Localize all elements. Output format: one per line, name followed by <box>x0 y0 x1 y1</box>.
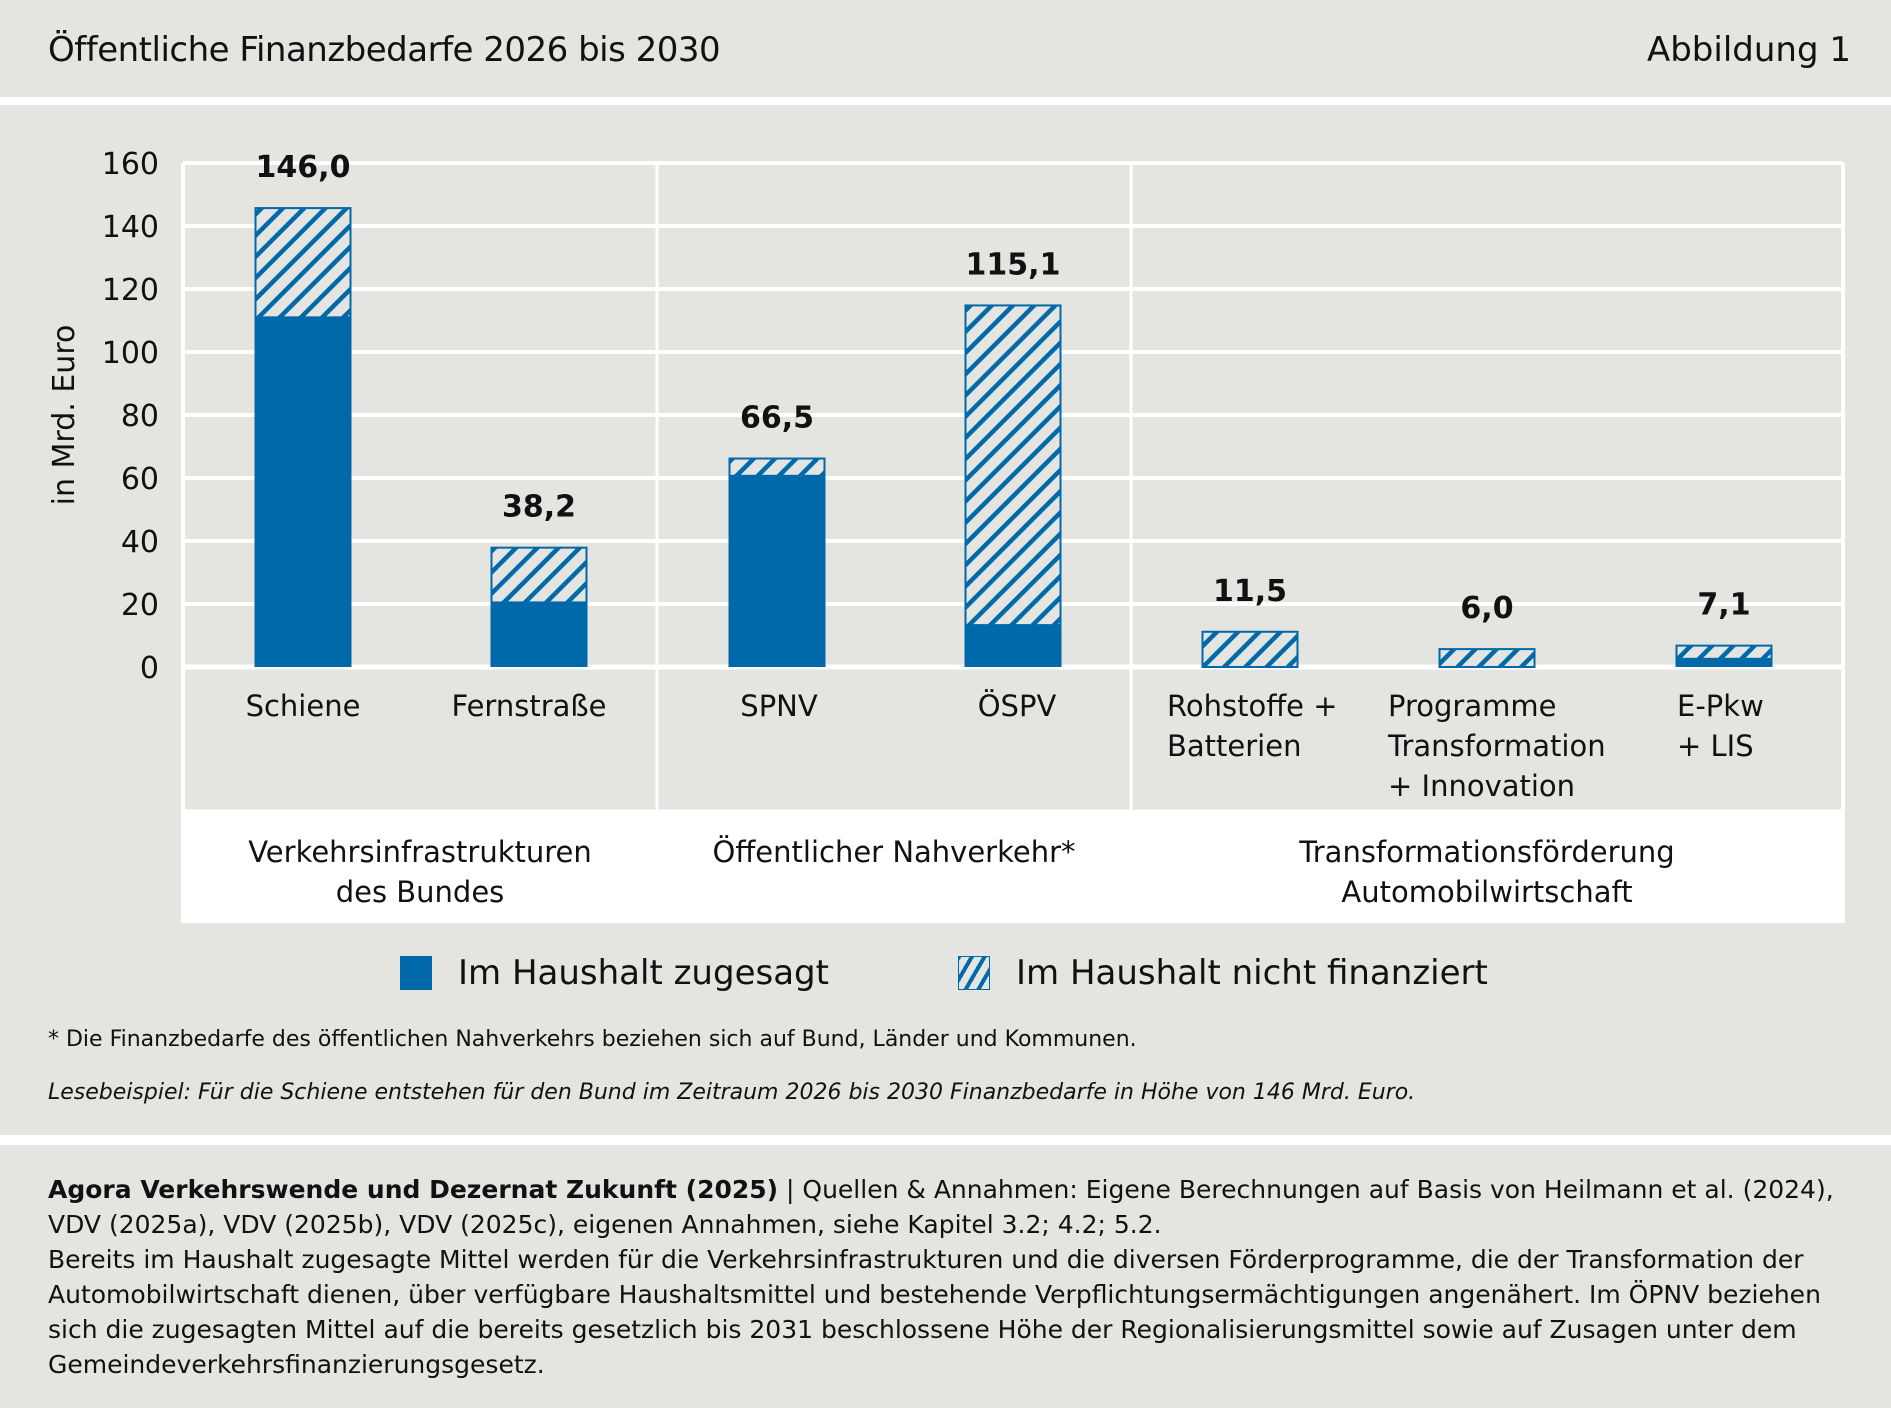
bar-segment-unfunded <box>490 546 588 604</box>
chart-title: Öffentliche Finanzbedarfe 2026 bis 2030 <box>48 30 721 70</box>
category-label: + LIS <box>1677 729 1754 763</box>
value-label: 66,5 <box>740 401 814 436</box>
legend-swatch-hatched <box>958 956 990 990</box>
y-tick-label: 140 <box>102 210 159 245</box>
source-explanation: Bereits im Haushalt zugesagte Mittel wer… <box>48 1245 1821 1379</box>
bar-chart: 0 20 40 60 80 100 120 140 160 in Mrd. Euro 146,0… <box>47 147 1845 923</box>
bar-segment-unfunded <box>1438 648 1536 668</box>
figure-label: Abbildung 1 <box>1646 30 1851 70</box>
value-label: 115,1 <box>966 247 1061 282</box>
value-label: 6,0 <box>1460 591 1513 626</box>
value-labels: 146,0 38,2 66,5 115,1 11,5 6,0 7,1 <box>256 150 1751 626</box>
y-tick-label: 160 <box>102 147 159 182</box>
bar-segment-committed <box>964 625 1062 667</box>
value-label: 11,5 <box>1213 574 1287 609</box>
source-footer <box>0 1145 1891 1408</box>
bars <box>254 207 1773 669</box>
value-label: 146,0 <box>256 150 351 185</box>
legend-item-unfunded: Im Haushalt nicht finanziert <box>958 953 1488 993</box>
bar-segment-unfunded <box>1675 644 1773 660</box>
category-label: Rohstoffe + <box>1167 689 1338 723</box>
source-text: Agora Verkehrswende und Dezernat Zukunft… <box>48 1172 1858 1382</box>
category-label: Programme <box>1388 689 1556 723</box>
y-tick-label: 20 <box>121 588 159 623</box>
bar-segment-committed <box>490 602 588 667</box>
y-tick-label: 60 <box>121 462 159 497</box>
category-label: SPNV <box>740 689 818 723</box>
legend-label: Im Haushalt zugesagt <box>458 953 829 993</box>
category-label: Schiene <box>246 689 361 723</box>
bar-segment-unfunded <box>728 457 826 477</box>
legend-item-committed: Im Haushalt zugesagt <box>400 953 829 993</box>
y-tick-label: 120 <box>102 273 159 308</box>
y-tick-label: 0 <box>140 651 159 686</box>
value-label: 7,1 <box>1697 588 1750 623</box>
y-tick-label: 40 <box>121 525 159 560</box>
y-axis-title: in Mrd. Euro <box>47 325 82 506</box>
group-label: Verkehrsinfrastrukturen <box>248 835 592 869</box>
footnote: * Die Finanzbedarfe des öffentlichen Nah… <box>48 1027 1137 1052</box>
category-labels: Schiene Fernstraße SPNV ÖSPV Rohstoffe + Batt… <box>246 689 1764 803</box>
group-label: des Bundes <box>336 875 505 909</box>
bar-segment-committed <box>254 317 352 667</box>
y-tick-label: 100 <box>102 336 159 371</box>
category-label: Transformation <box>1387 729 1606 763</box>
category-label: Fernstraße <box>451 689 606 723</box>
source-references: Quellen & Annahmen: Eigene Berechnungen … <box>48 1175 1834 1239</box>
bar-segment-unfunded <box>964 304 1062 627</box>
group-label-band <box>183 811 1843 923</box>
legend-label: Im Haushalt nicht finanziert <box>1016 953 1488 993</box>
y-axis-ticks: 0 20 40 60 80 100 120 140 160 <box>102 147 159 686</box>
reading-example: Lesebeispiel: Für die Schiene entstehen … <box>48 1080 1416 1105</box>
bar-segment-unfunded <box>254 207 352 319</box>
group-label: Öffentlicher Nahverkehr* <box>713 835 1076 869</box>
value-label: 38,2 <box>502 490 576 525</box>
group-label: Transformationsförderung <box>1298 835 1674 869</box>
bar-segment-unfunded <box>1201 630 1299 669</box>
bar-segment-committed <box>1675 658 1773 667</box>
legend-swatch-solid <box>400 956 432 990</box>
header-bar: Öffentliche Finanzbedarfe 2026 bis 2030 … <box>0 0 1891 97</box>
group-label: Automobilwirtschaft <box>1341 875 1632 909</box>
category-label: ÖSPV <box>978 689 1057 723</box>
y-tick-label: 80 <box>121 399 159 434</box>
source-author: Agora Verkehrswende und Dezernat Zukunft… <box>48 1175 779 1204</box>
category-label: Batterien <box>1167 729 1301 763</box>
group-labels: Verkehrsinfrastrukturen des Bundes Öffentl… <box>248 835 1674 909</box>
category-label: E-Pkw <box>1677 689 1764 723</box>
category-label: + Innovation <box>1388 769 1575 803</box>
source-separator: | <box>778 1175 803 1204</box>
bar-segment-committed <box>728 475 826 667</box>
legend: Im Haushalt zugesagt Im Haushalt nicht f… <box>0 953 1891 1003</box>
